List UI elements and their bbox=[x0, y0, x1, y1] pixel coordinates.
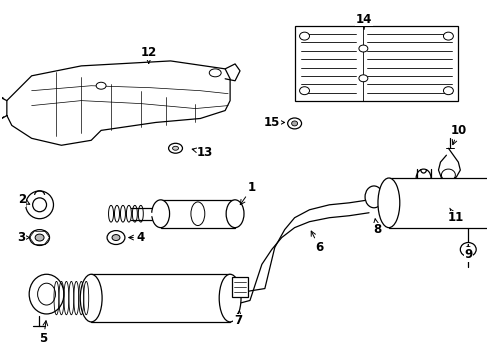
Ellipse shape bbox=[299, 87, 309, 95]
Bar bbox=[161, 200, 235, 228]
Text: 1: 1 bbox=[240, 181, 256, 204]
Ellipse shape bbox=[443, 87, 452, 95]
Ellipse shape bbox=[443, 32, 452, 40]
Text: 5: 5 bbox=[40, 321, 48, 345]
Ellipse shape bbox=[29, 274, 64, 314]
Bar bbox=[232, 277, 247, 297]
Ellipse shape bbox=[225, 200, 244, 228]
Ellipse shape bbox=[168, 143, 182, 153]
Text: 15: 15 bbox=[263, 116, 284, 129]
Ellipse shape bbox=[464, 247, 471, 252]
Ellipse shape bbox=[358, 75, 367, 82]
Text: 4: 4 bbox=[128, 231, 144, 244]
Ellipse shape bbox=[112, 235, 120, 240]
Ellipse shape bbox=[377, 178, 399, 228]
Bar bbox=[294, 26, 457, 100]
Text: 14: 14 bbox=[355, 13, 371, 29]
Ellipse shape bbox=[151, 200, 169, 228]
Text: 8: 8 bbox=[372, 219, 380, 236]
Ellipse shape bbox=[96, 82, 106, 89]
Text: 12: 12 bbox=[141, 46, 157, 63]
Ellipse shape bbox=[35, 234, 44, 241]
Text: 11: 11 bbox=[447, 208, 463, 224]
Ellipse shape bbox=[358, 45, 367, 52]
Text: 6: 6 bbox=[310, 231, 323, 254]
Ellipse shape bbox=[287, 118, 301, 129]
Ellipse shape bbox=[291, 121, 297, 126]
Bar bbox=[388, 178, 488, 228]
Text: 3: 3 bbox=[18, 231, 30, 244]
Text: 9: 9 bbox=[463, 244, 471, 261]
Ellipse shape bbox=[459, 243, 475, 256]
Ellipse shape bbox=[219, 274, 241, 322]
Ellipse shape bbox=[365, 186, 382, 208]
Text: 10: 10 bbox=[449, 124, 466, 145]
Ellipse shape bbox=[209, 69, 221, 77]
Ellipse shape bbox=[26, 191, 53, 219]
Ellipse shape bbox=[299, 32, 309, 40]
Ellipse shape bbox=[80, 274, 102, 322]
Ellipse shape bbox=[30, 230, 49, 246]
Text: 2: 2 bbox=[18, 193, 30, 206]
Ellipse shape bbox=[107, 231, 124, 244]
Ellipse shape bbox=[172, 146, 178, 150]
Ellipse shape bbox=[441, 204, 454, 216]
Text: 13: 13 bbox=[192, 146, 213, 159]
Ellipse shape bbox=[445, 207, 450, 212]
Text: 7: 7 bbox=[234, 311, 242, 327]
Bar bbox=[91, 274, 230, 322]
